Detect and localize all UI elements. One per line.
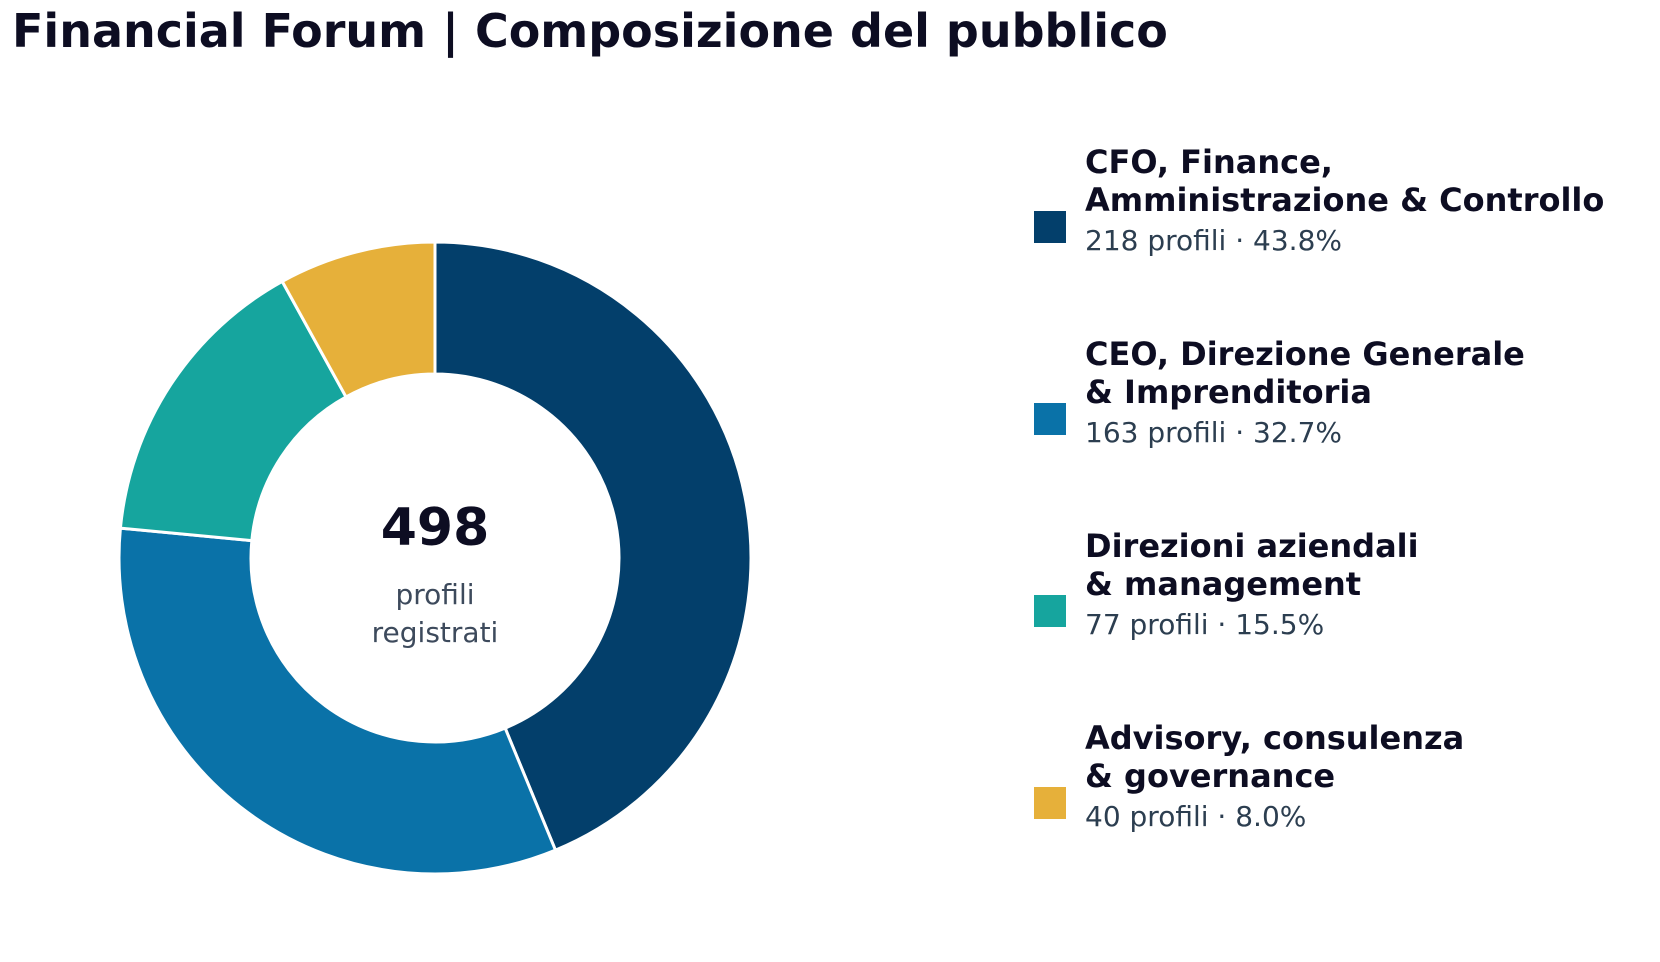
legend-detail-ceo: 163 profili · 32.7% bbox=[1085, 416, 1342, 449]
legend-name-direzioni-line2: & management bbox=[1085, 565, 1362, 603]
chart-title: Financial Forum | Composizione del pubbl… bbox=[12, 4, 1168, 58]
legend-name-advisory-line2: & governance bbox=[1085, 757, 1336, 795]
donut-chart: 498 profili registrati bbox=[117, 240, 753, 876]
legend-detail-advisory: 40 profili · 8.0% bbox=[1085, 800, 1307, 833]
donut-slice-direzioni bbox=[118, 279, 349, 543]
legend-swatch-direzioni bbox=[1034, 595, 1066, 627]
donut-slice-ceo bbox=[117, 526, 558, 876]
legend-name-advisory-line1: Advisory, consulenza bbox=[1085, 719, 1465, 757]
donut-slice-cfo bbox=[433, 240, 753, 853]
center-label-line2: registrati bbox=[372, 616, 499, 649]
donut-slice-advisory bbox=[280, 240, 437, 399]
legend-name-ceo-line2: & Imprenditoria bbox=[1085, 373, 1372, 411]
legend-detail-cfo: 218 profili · 43.8% bbox=[1085, 224, 1342, 257]
legend-name-direzioni-line1: Direzioni aziendali bbox=[1085, 527, 1419, 565]
legend-name-cfo-line2: Amministrazione & Controllo bbox=[1085, 181, 1605, 219]
legend-swatch-ceo bbox=[1034, 403, 1066, 435]
legend-swatch-cfo bbox=[1034, 211, 1066, 243]
legend-swatch-advisory bbox=[1034, 787, 1066, 819]
legend-name-cfo-line1: CFO, Finance, bbox=[1085, 143, 1333, 181]
legend-name-ceo-line1: CEO, Direzione Generale bbox=[1085, 335, 1525, 373]
center-label-line1: profili bbox=[396, 578, 475, 611]
legend-detail-direzioni: 77 profili · 15.5% bbox=[1085, 608, 1325, 641]
donut-slices bbox=[117, 240, 753, 876]
center-total: 498 bbox=[381, 498, 490, 558]
